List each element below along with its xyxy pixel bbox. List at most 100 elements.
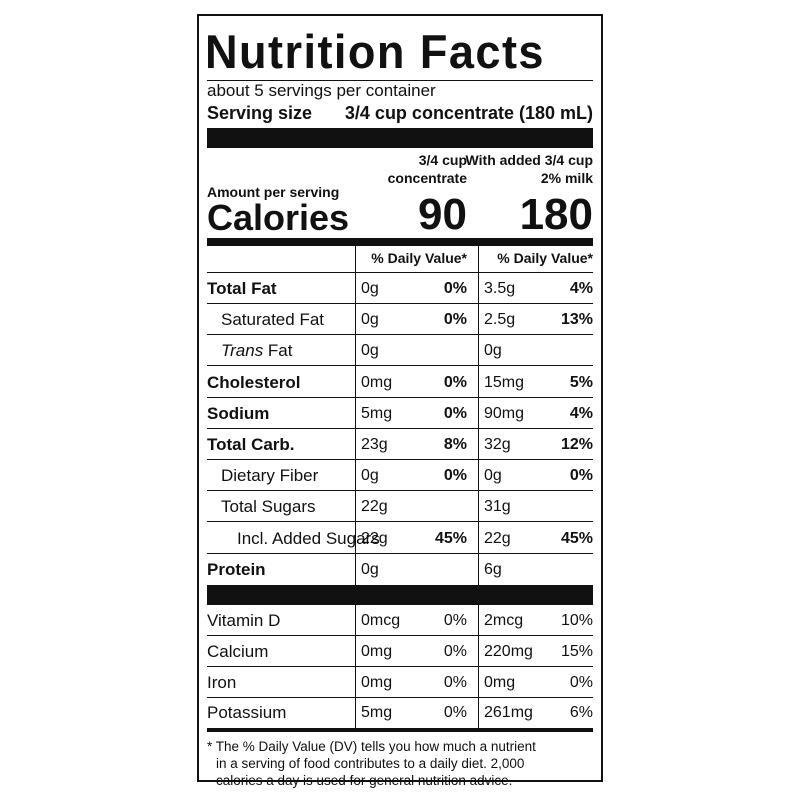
dv-col-2: 10%: [560, 612, 593, 629]
nutrient-row: Cholesterol 0mg 0% 15mg 5%: [207, 367, 593, 398]
calories-col-1: 90: [418, 190, 467, 239]
thick-bar-top: [207, 128, 593, 148]
dv-header-divider: [207, 272, 593, 273]
amount-col-1: 5mg: [361, 404, 393, 422]
servings-per-container: about 5 servings per container: [207, 81, 436, 100]
row-divider: [207, 459, 593, 460]
dv-col-2: 45%: [560, 529, 593, 547]
vitamin-name: Calcium: [207, 641, 269, 661]
amount-col-1: 22g: [361, 498, 388, 516]
row-divider: [207, 552, 593, 554]
nutrient-name-italic: Trans: [221, 341, 264, 361]
column-2-heading-line-2: 2% milk: [540, 170, 593, 186]
nutrient-row: Protein 0g 6g: [207, 554, 593, 585]
nutrient-name: Sodium: [207, 398, 269, 429]
row-divider: [207, 635, 593, 636]
nutrient-name: Trans Fat: [221, 335, 293, 366]
amount-col-2: 0g: [484, 342, 502, 360]
serving-size-label: Serving size: [207, 103, 313, 123]
nutrient-name-text: Dietary Fiber: [221, 466, 319, 486]
nutrient-name-text: Fat: [263, 341, 293, 361]
nutrient-name-text: Saturated Fat: [221, 310, 325, 330]
dv-header-col-2: % Daily Value*: [497, 250, 593, 266]
dv-col-1: 0%: [443, 704, 467, 722]
amount-col-1: 5mg: [361, 704, 393, 722]
nutrient-row: Total Sugars 22g 31g: [207, 491, 593, 523]
row-divider: [207, 696, 593, 698]
dv-col-2: 13%: [560, 311, 593, 329]
amount-col-2: 31g: [484, 498, 511, 516]
row-divider: [207, 334, 593, 336]
nutrient-row: Total Fat 0g 0% 3.5g 4%: [207, 273, 593, 304]
row-divider: [207, 490, 593, 492]
amount-col-1: 0mg: [361, 642, 393, 660]
vitamin-row: Calcium 0mg 0% 220mg 15%: [207, 636, 593, 667]
nutrient-name: Protein: [207, 554, 266, 585]
dv-col-2: 15%: [560, 642, 593, 660]
amount-col-2: 0g: [484, 467, 502, 485]
thick-bar-calories: [207, 238, 593, 246]
title-divider: [207, 80, 593, 81]
dv-col-1: 0%: [443, 467, 467, 485]
nutrient-name: Total Sugars: [221, 491, 316, 522]
thick-bar-vitamins: [207, 585, 593, 605]
row-divider: [207, 365, 593, 367]
column-divider-2: [478, 246, 479, 585]
dv-col-1: 0%: [443, 673, 467, 691]
dv-col-2: 0%: [569, 467, 593, 485]
amount-col-2: 261mg: [484, 704, 533, 722]
column-2-heading-line-1: With added 3/4 cup: [465, 152, 593, 168]
nutrient-name-text: Protein: [207, 559, 266, 579]
label-title: Nutrition Facts: [205, 25, 545, 78]
nutrient-name: Total Carb.: [207, 429, 295, 460]
vitamin-row: Vitamin D 0mcg 0% 2mcg 10%: [207, 605, 593, 636]
row-divider: [207, 396, 593, 398]
footnote-line: in a serving of food contributes to a da…: [216, 756, 525, 771]
amount-col-2: 3.5g: [484, 280, 516, 297]
footnote-line: * The % Daily Value (DV) tells you how m…: [207, 739, 536, 754]
amount-col-2: 22g: [484, 529, 511, 547]
dv-col-1: 8%: [443, 436, 467, 453]
amount-col-2: 32g: [484, 436, 511, 453]
serving-size-value: 3/4 cup concentrate (180 mL): [344, 103, 593, 123]
nutrient-row: Incl. Added Sugars 22g 45% 22g 45%: [207, 523, 593, 554]
amount-col-2: 90mg: [484, 404, 525, 422]
dv-col-1: 0%: [443, 612, 467, 629]
amount-col-2: 0mg: [484, 673, 516, 691]
nutrient-row: Trans Fat 0g 0g: [207, 335, 593, 367]
dv-col-1: 0%: [443, 404, 467, 422]
vitamin-name: Iron: [207, 672, 237, 692]
amount-col-1: 0g: [361, 560, 379, 578]
footnote-divider: [207, 728, 593, 732]
row-divider: [207, 427, 593, 429]
amount-col-2: 15mg: [484, 373, 525, 391]
amount-col-1: 0mg: [361, 373, 393, 391]
dv-col-2: 0%: [569, 673, 593, 691]
amount-col-2: 2.5g: [484, 311, 516, 329]
footnote-line: calories a day is used for general nutri…: [216, 773, 513, 788]
dv-col-2: 6%: [569, 704, 593, 722]
amount-col-1: 0g: [361, 280, 379, 297]
calories-label: Calories: [207, 197, 350, 238]
footnote: * The % Daily Value (DV) tells you how m…: [207, 738, 593, 789]
nutrient-name: Total Fat: [207, 273, 277, 304]
amount-col-2: 6g: [484, 560, 502, 578]
row-divider: [207, 303, 593, 304]
amount-col-1: 0g: [361, 342, 379, 360]
amount-col-2: 2mcg: [484, 612, 524, 629]
nutrient-row: Total Carb. 23g 8% 32g 12%: [207, 429, 593, 460]
nutrient-name: Dietary Fiber: [221, 460, 318, 491]
vitamin-row: Iron 0mg 0% 0mg 0%: [207, 667, 593, 698]
nutrient-row: Dietary Fiber 0g 0% 0g 0%: [207, 460, 593, 492]
row-divider: [207, 521, 593, 523]
nutrient-name: Saturated Fat: [221, 304, 324, 335]
nutrient-name-text: Total Sugars: [221, 497, 316, 517]
calories-col-2: 180: [519, 190, 593, 239]
vitamin-row: Potassium 5mg 0% 261mg 6%: [207, 697, 593, 728]
vitamin-name: Vitamin D: [207, 611, 281, 630]
amount-col-1: 0mg: [361, 673, 393, 691]
column-divider-1: [355, 246, 356, 585]
dv-col-1: 0%: [443, 642, 467, 660]
nutrition-facts-label: Nutrition Facts about 5 servings per con…: [197, 14, 603, 788]
vitamin-name: Potassium: [207, 703, 287, 723]
